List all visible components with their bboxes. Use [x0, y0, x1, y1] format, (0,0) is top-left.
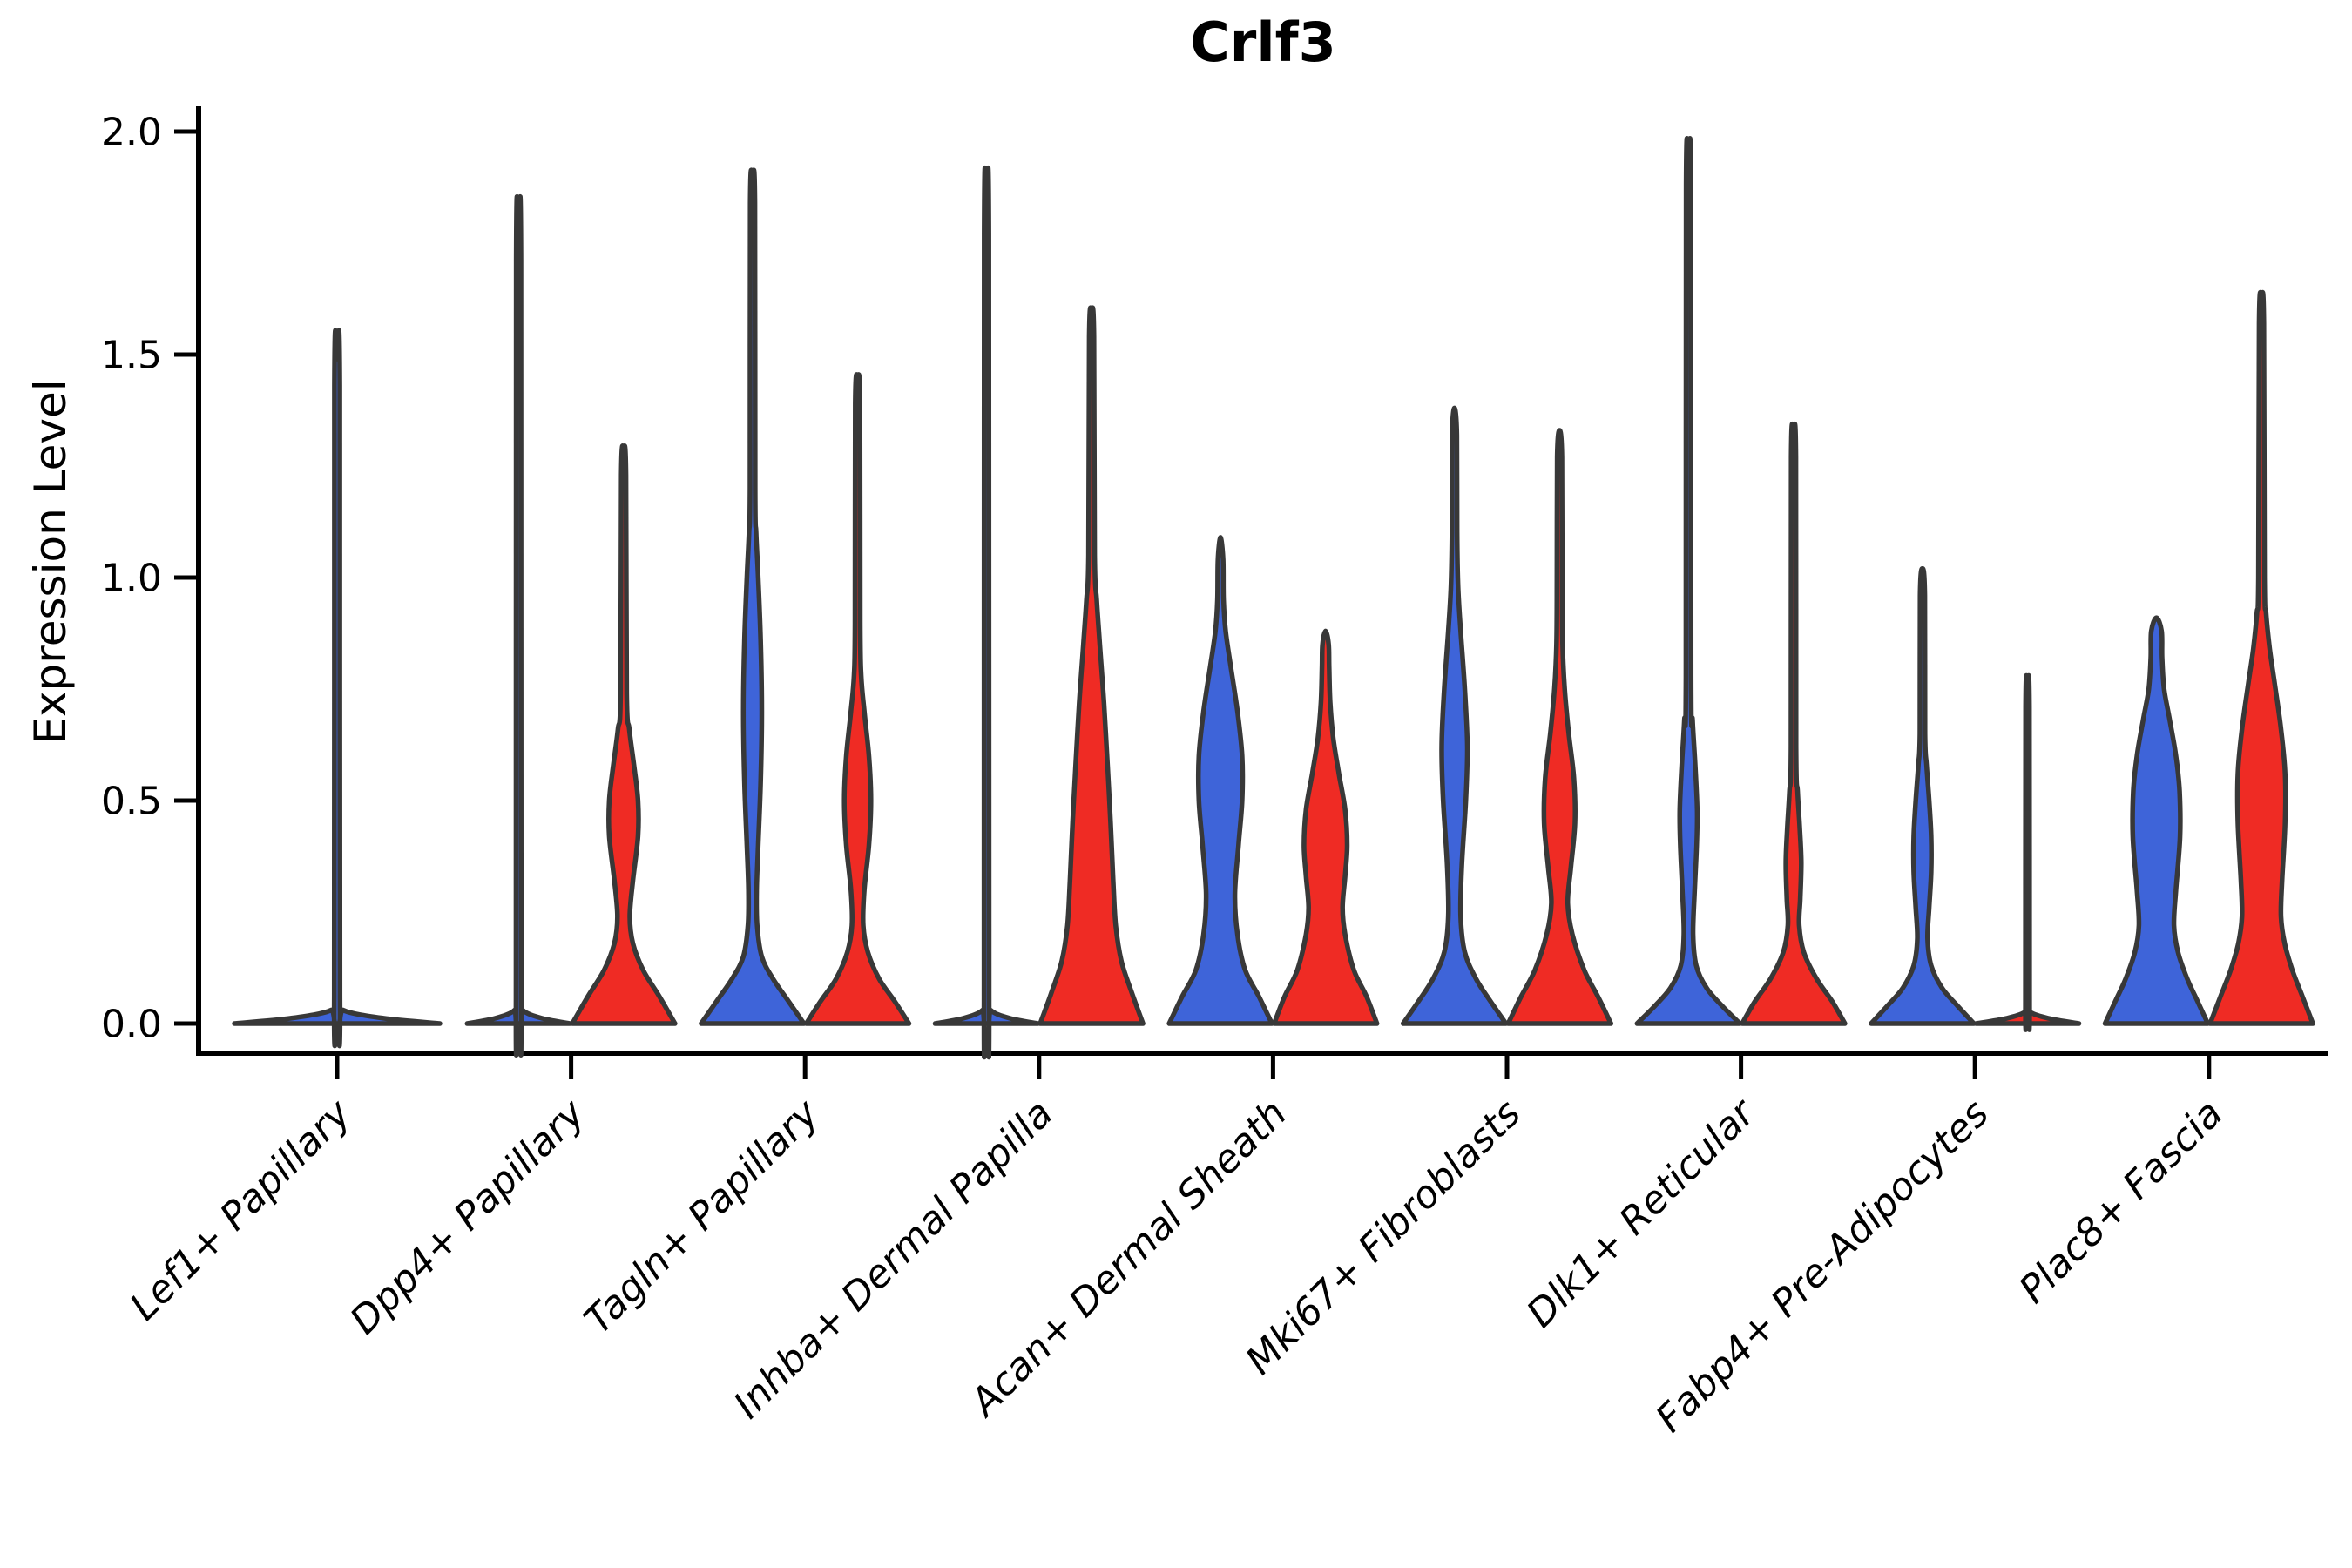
y-tick-label-1.5: 1.5 [101, 333, 162, 377]
violin-dlk1-reticular-blue [1634, 136, 1743, 1026]
violin-dlk1-reticular-red [1740, 421, 1848, 1026]
y-tick-label-0.5: 0.5 [101, 779, 162, 823]
violin-dpp4-papillary-red [570, 443, 678, 1026]
violin-plac8-fascia-red [2207, 289, 2315, 1026]
violin-mki67-fibroblasts-red [1505, 428, 1614, 1026]
y-tick-label-2.0: 2.0 [101, 110, 162, 154]
violin-fabp4-pre-adipocytes-red [1973, 672, 2082, 1032]
x-tick-label-dlk1-reticular: Dlk1+ Reticular [1518, 1090, 1765, 1336]
violin-plac8-fascia-blue [2102, 615, 2211, 1026]
violin-lef1-papillary-blue [232, 328, 443, 1049]
violin-mki67-fibroblasts-blue [1400, 405, 1509, 1026]
x-tick-label-plac8-fascia: Plac8+ Fascia [2011, 1092, 2231, 1312]
x-tick-label-tagln-papillary: Tagln+ Papillary [576, 1091, 828, 1342]
data-point-fabp4-pre-adipocytes-red-5 [2024, 925, 2031, 934]
y-tick-label-1.0: 1.0 [101, 556, 162, 600]
y-tick-label-0.0: 0.0 [101, 1002, 162, 1046]
axes-spines [196, 106, 2328, 1056]
violin-acan-dermal-sheath-red [1271, 628, 1380, 1026]
data-point-fabp4-pre-adipocytes-red-3 [2024, 885, 2031, 894]
violin-tagln-papillary-blue [699, 167, 807, 1026]
x-tick-label-dpp4-papillary: Dpp4+ Papillary [341, 1091, 594, 1343]
x-tick-label-lef1-papillary: Lef1+ Papillary [122, 1091, 361, 1329]
violin-dpp4-papillary-blue [464, 194, 573, 1058]
violin-fabp4-pre-adipocytes-blue [1869, 566, 1977, 1026]
violin-acan-dermal-sheath-blue [1166, 535, 1274, 1026]
data-point-fabp4-pre-adipocytes-red-2 [2024, 868, 2031, 876]
data-point-fabp4-pre-adipocytes-red-1 [2024, 809, 2031, 818]
data-point-fabp4-pre-adipocytes-red-0 [2024, 801, 2031, 809]
plot-title: Crlf3 [1190, 10, 1336, 74]
violin-inhba-dermal-papilla-red [1037, 305, 1146, 1026]
violin-tagln-papillary-red [803, 372, 912, 1026]
violin-inhba-dermal-papilla-blue [932, 166, 1041, 1060]
data-point-fabp4-pre-adipocytes-red-4 [2024, 908, 2031, 916]
